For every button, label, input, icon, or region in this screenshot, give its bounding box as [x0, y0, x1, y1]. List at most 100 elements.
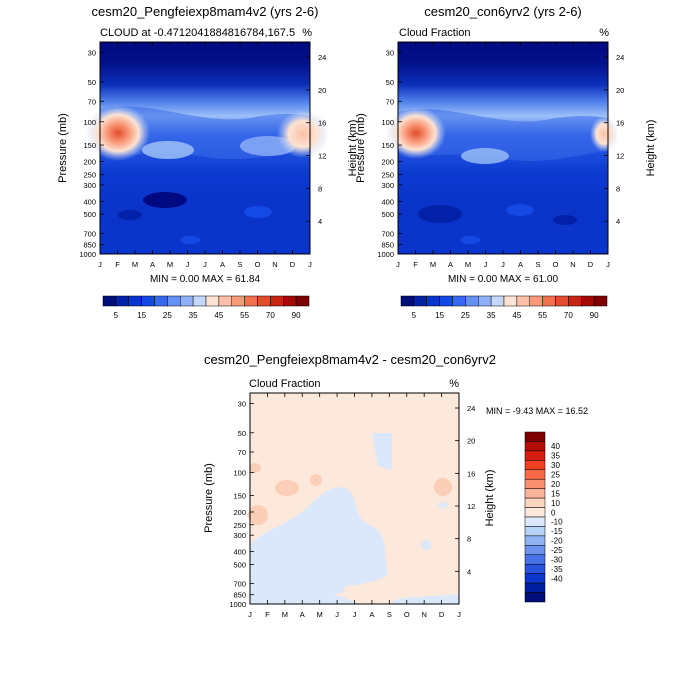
y-tick-label: 250 [83, 170, 96, 179]
x-tick-label: J [98, 260, 102, 269]
colorbar-box [141, 295, 155, 307]
x-tick-label: F [413, 260, 418, 269]
y-tick-label: 500 [381, 210, 394, 219]
panel-3-neg-dot [421, 540, 431, 550]
y-tick-label: 70 [386, 97, 394, 106]
colorbar-label: 25 [461, 311, 470, 320]
x-tick-label: A [300, 610, 305, 619]
y-tick-label: 1000 [79, 250, 96, 259]
y-tick-label: 850 [381, 241, 394, 250]
colorbar-box [524, 431, 546, 442]
y-tick-label: 400 [83, 197, 96, 206]
y-tick-label-right: 8 [616, 184, 620, 193]
colorbar-box [524, 582, 546, 593]
colorbar-box [192, 295, 207, 307]
colorbar-box [524, 441, 546, 452]
colorbar-box [244, 295, 258, 307]
colorbar-label: 90 [590, 311, 599, 320]
x-tick-label: M [430, 260, 436, 269]
x-tick-label: D [439, 610, 445, 619]
colorbar-label: 45 [214, 311, 223, 320]
x-tick-label: N [570, 260, 575, 269]
x-tick-label: M [167, 260, 173, 269]
colorbar-box [218, 295, 232, 307]
colorbar-box [426, 295, 440, 307]
y-tick-label-right: 4 [318, 217, 322, 226]
colorbar-box [257, 295, 271, 307]
y-tick-label: 30 [386, 49, 394, 58]
y-tick-label: 200 [83, 158, 96, 167]
y-tick-label: 500 [233, 560, 246, 569]
y-tick-label: 50 [238, 429, 246, 438]
panel-1-min-region [143, 192, 187, 208]
y-tick-label-right: 20 [616, 86, 624, 95]
panel-2-ylabel-right: Height (km) [645, 120, 657, 177]
colorbar-label: 0 [551, 508, 556, 517]
colorbar-box [524, 450, 546, 461]
colorbar-box [270, 295, 284, 307]
colorbar-box [524, 563, 546, 574]
x-tick-label: J [248, 610, 252, 619]
panel-1-max-region [86, 105, 150, 161]
panel-3-pos-patch-3 [310, 474, 322, 486]
panel-2-patch [506, 204, 534, 216]
y-tick-label: 1000 [377, 250, 394, 259]
colorbar-box [555, 295, 569, 307]
x-tick-label: J [353, 610, 357, 619]
y-tick-label: 70 [88, 97, 96, 106]
colorbar-box [581, 295, 595, 307]
x-tick-label: J [457, 610, 461, 619]
y-tick-label-right: 12 [467, 502, 475, 511]
y-tick-label: 700 [233, 580, 246, 589]
colorbar-box [439, 295, 453, 307]
colorbar-label: -15 [551, 527, 563, 536]
panel-3-ylabel-right: Height (km) [484, 470, 496, 527]
colorbar-box [516, 295, 530, 307]
y-tick-label: 850 [233, 591, 246, 600]
y-tick-label: 250 [233, 521, 246, 530]
x-tick-label: J [501, 260, 505, 269]
colorbar-box [524, 469, 546, 480]
panel-2-title: cesm20_con6yrv2 (yrs 2-6) [424, 4, 582, 19]
panel-2: cesm20_con6yrv2 (yrs 2-6) Cloud Fraction… [355, 4, 657, 285]
x-tick-label: N [272, 260, 277, 269]
colorbar-box [465, 295, 479, 307]
colorbar-box [593, 295, 608, 307]
panel-1-patch-3 [180, 236, 200, 244]
colorbar-label: 35 [189, 311, 198, 320]
colorbar-box [529, 295, 543, 307]
x-tick-label: A [448, 260, 453, 269]
panel-1-patch [244, 206, 272, 218]
x-tick-label: S [387, 610, 392, 619]
panel-2-patch-2 [553, 215, 577, 225]
colorbar-box [167, 295, 181, 307]
y-tick-label-right: 8 [318, 184, 322, 193]
colorbar-box [478, 295, 492, 307]
y-tick-label-right: 24 [616, 53, 624, 62]
x-tick-label: F [115, 260, 120, 269]
panel-1-ylabel: Pressure (mb) [57, 113, 69, 183]
colorbar-label: -10 [551, 518, 563, 527]
panel-1-right-region [277, 110, 329, 158]
y-tick-label: 400 [381, 197, 394, 206]
y-tick-label: 100 [381, 118, 394, 127]
colorbar-label: 5 [412, 311, 417, 320]
y-tick-label: 50 [386, 78, 394, 87]
panel-3-pos-patch-5 [249, 463, 261, 473]
panel-3-neg-dot-2 [438, 502, 448, 508]
colorbar-box [524, 516, 546, 527]
colorbar-label: 35 [551, 452, 560, 461]
colorbar-label: 90 [292, 311, 301, 320]
y-tick-label-right: 16 [616, 119, 624, 128]
y-tick-label: 700 [381, 230, 394, 239]
y-tick-label: 200 [233, 508, 246, 517]
panel-2-ylabel: Pressure (mb) [355, 113, 367, 183]
x-tick-label: M [465, 260, 471, 269]
colorbar-box [524, 526, 546, 537]
y-tick-label: 100 [83, 118, 96, 127]
x-tick-label: S [535, 260, 540, 269]
x-tick-label: J [484, 260, 488, 269]
panel-1-left-label: CLOUD at -0.4712041884816784,167.5 [100, 27, 295, 39]
x-tick-label: F [265, 610, 270, 619]
